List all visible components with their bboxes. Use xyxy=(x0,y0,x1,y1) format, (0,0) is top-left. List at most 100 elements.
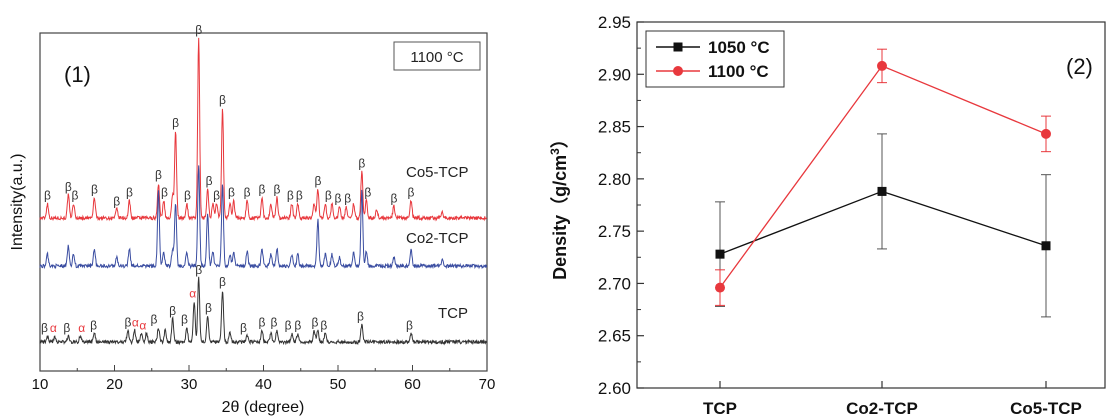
xrd-x-tick-label: 30 xyxy=(181,376,198,393)
square-marker xyxy=(1041,241,1051,251)
xrd-x-tick-label: 40 xyxy=(255,376,272,393)
xrd-annotation: 1100 °C xyxy=(410,49,463,66)
xrd-panel-label: (1) xyxy=(64,62,91,87)
density-y-axis: 2.60 2.65 2.70 2.75 2.80 2.85 2.90 2.95 xyxy=(598,13,644,398)
density-x-tick-label: TCP xyxy=(703,399,737,418)
beta-peak-label: β xyxy=(195,23,202,37)
legend-label: 1100 °C xyxy=(708,62,769,81)
legend-box xyxy=(645,30,785,88)
beta-peak-label: β xyxy=(172,116,179,130)
beta-peak-label: β xyxy=(155,168,162,182)
beta-peak-label: β xyxy=(311,315,318,329)
beta-peak-label: β xyxy=(285,318,292,332)
beta-peak-label: β xyxy=(63,321,70,335)
beta-peak-label: β xyxy=(325,189,332,203)
xrd-series-label: Co2-TCP xyxy=(406,230,469,247)
beta-peak-label: β xyxy=(358,157,365,171)
beta-peak-label: β xyxy=(390,191,397,205)
beta-peak-label: β xyxy=(65,180,72,194)
xrd-series-labels: Co5-TCP Co2-TCP TCP xyxy=(406,164,469,322)
xrd-y-axis-label: Intensity(a.u.) xyxy=(9,154,26,251)
xrd-trace-co2-tcp xyxy=(39,165,488,270)
beta-peak-label: β xyxy=(270,315,277,329)
legend-label: 1050 °C xyxy=(708,38,770,57)
beta-peak-label: β xyxy=(44,189,51,203)
density-line-1050 xyxy=(719,190,1047,255)
beta-peak-label: β xyxy=(213,189,220,203)
xrd-x-tick-label: 50 xyxy=(330,376,347,393)
beta-peak-label: β xyxy=(287,189,294,203)
beta-peak-label: β xyxy=(273,183,280,197)
square-marker xyxy=(877,186,887,196)
beta-peak-label: β xyxy=(91,183,98,197)
legend-square-marker xyxy=(673,42,683,52)
density-y-tick-label: 2.80 xyxy=(598,170,631,189)
beta-peak-label: β xyxy=(296,189,303,203)
density-y-tick-label: 2.60 xyxy=(598,379,631,398)
density-x-axis: TCP Co2-TCP Co5-TCP xyxy=(703,381,1082,418)
density-x-tick-label: Co5-TCP xyxy=(1010,399,1082,418)
beta-peak-label: β xyxy=(314,174,321,188)
density-y-tick-label: 2.85 xyxy=(598,118,631,137)
beta-peak-label: β xyxy=(259,183,266,197)
xrd-trace-co5-tcp xyxy=(39,37,488,222)
beta-peak-label: β xyxy=(219,275,226,289)
beta-peak-label: β xyxy=(184,189,191,203)
circle-marker xyxy=(715,282,725,293)
beta-peak-label: β xyxy=(364,186,371,200)
density-y-axis-label: Density（g/cm3） xyxy=(548,130,570,280)
beta-peak-label: β xyxy=(41,321,48,335)
xrd-annotation-box xyxy=(393,41,481,71)
beta-peak-label: β xyxy=(219,93,226,107)
alpha-peak-label: α xyxy=(132,315,139,329)
xrd-traces xyxy=(39,37,488,346)
xrd-x-axis: 10 20 30 40 50 60 70 xyxy=(32,365,495,393)
beta-peak-label: β xyxy=(240,321,247,335)
xrd-x-tick-label: 60 xyxy=(404,376,421,393)
xrd-trace-tcp xyxy=(39,276,488,346)
density-y-tick-label: 2.90 xyxy=(598,65,631,84)
xrd-series-label: TCP xyxy=(438,305,468,322)
beta-peak-label: β xyxy=(124,315,131,329)
xrd-series-label: Co5-TCP xyxy=(406,164,469,181)
beta-peak-label: β xyxy=(244,186,251,200)
beta-peak-label: β xyxy=(90,318,97,332)
density-series xyxy=(715,48,1051,318)
beta-peak-label: β xyxy=(113,194,120,208)
xrd-x-axis-label: 2θ (degree) xyxy=(222,399,305,416)
density-panel-label: (2) xyxy=(1066,54,1093,79)
legend-circle-marker xyxy=(673,66,683,76)
alpha-peak-label: α xyxy=(50,321,57,335)
beta-peak-label: β xyxy=(205,301,212,315)
beta-peak-label: β xyxy=(344,191,351,205)
alpha-peak-label: α xyxy=(139,318,146,332)
beta-peak-label: β xyxy=(406,318,413,332)
density-y-tick-label: 2.65 xyxy=(598,327,631,346)
density-y-tick-label: 2.70 xyxy=(598,274,631,293)
square-marker xyxy=(715,249,725,259)
xrd-x-tick-label: 20 xyxy=(106,376,123,393)
beta-peak-label: β xyxy=(195,263,202,277)
circle-marker xyxy=(877,60,887,71)
circle-marker xyxy=(1041,128,1051,139)
beta-peak-label: β xyxy=(357,310,364,324)
beta-peak-label: β xyxy=(259,315,266,329)
beta-peak-label: β xyxy=(320,318,327,332)
density-y-tick-label: 2.75 xyxy=(598,222,631,241)
beta-peak-label: β xyxy=(206,174,213,188)
svg-text:Density（g/cm3）: Density（g/cm3） xyxy=(548,130,570,280)
alpha-peak-label: α xyxy=(189,286,196,300)
beta-peak-label: β xyxy=(335,191,342,205)
density-y-tick-label: 2.95 xyxy=(598,13,631,32)
density-x-tick-label: Co2-TCP xyxy=(846,399,918,418)
xrd-x-tick-label: 10 xyxy=(32,376,49,393)
density-legend: 1050 °C 1100 °C xyxy=(645,30,785,88)
alpha-peak-label: α xyxy=(78,321,85,335)
beta-peak-label: β xyxy=(72,189,79,203)
beta-peak-label: β xyxy=(408,186,415,200)
density-line-1100 xyxy=(719,65,1047,288)
beta-peak-label: β xyxy=(126,186,133,200)
